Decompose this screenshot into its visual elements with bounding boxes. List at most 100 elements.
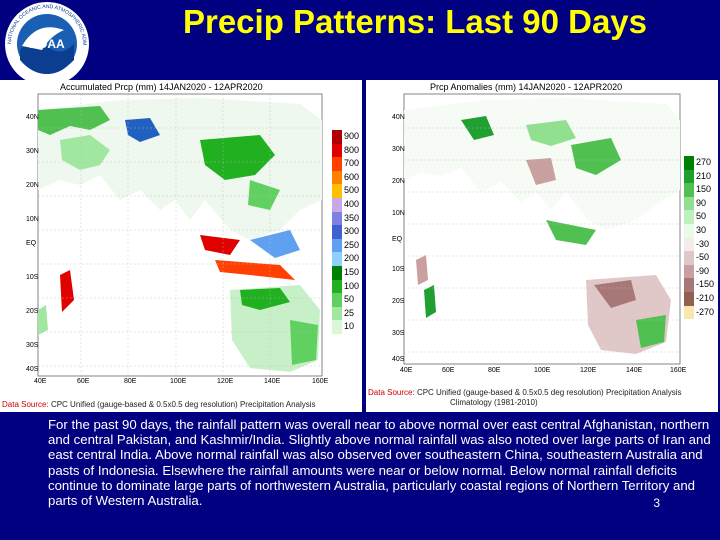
- legend-entry: -150: [684, 278, 714, 292]
- lon-label: 80E: [124, 378, 137, 385]
- legend-swatch: [332, 184, 342, 198]
- legend-entry: 150: [684, 183, 714, 197]
- legend-swatch: [684, 278, 694, 292]
- legend-label: 270: [696, 157, 712, 167]
- legend-swatch: [332, 143, 342, 158]
- legend-label: 25: [344, 307, 355, 318]
- anomalies-map-title: Prcp Anomalies (mm) 14JAN2020 - 12APR202…: [430, 82, 623, 92]
- legend-entry: 900: [332, 130, 359, 144]
- legend-swatch: [684, 251, 694, 265]
- legend-entry: -50: [684, 251, 714, 265]
- slide-title: Precip Patterns: Last 90 Days: [182, 3, 648, 40]
- accumulated-map-graphic: [37, 93, 323, 377]
- lat-label: 30S: [26, 342, 39, 349]
- legend-entry: 50: [684, 210, 714, 224]
- legend-label: 150: [696, 184, 712, 195]
- legend-label: 30: [696, 224, 707, 235]
- lat-label: 20N: [392, 178, 405, 185]
- legend-entry: 200: [332, 252, 359, 266]
- legend-entry: 50: [332, 293, 359, 307]
- accumulated-legend: 900 800 700 600 500 400 350 300 250 200 150 100 50 25…: [332, 130, 359, 334]
- legend-swatch: [332, 157, 342, 171]
- legend-label: -30: [696, 238, 710, 249]
- logo-center-text: NOAA: [29, 37, 65, 51]
- legend-entry: 150: [332, 265, 360, 280]
- lat-label: 10S: [26, 274, 39, 281]
- legend-entry: 250: [332, 238, 359, 253]
- legend-swatch: [332, 306, 342, 321]
- legend-swatch: [684, 291, 694, 306]
- source-text: CPC Unified (gauge-based & 0.5x0.5 deg r…: [50, 400, 316, 409]
- lon-label: 100E: [170, 378, 187, 385]
- legend-entry: 400: [332, 197, 359, 212]
- accumulated-map-title: Accumulated Prcp (mm) 14JAN2020 - 12APR2…: [60, 82, 263, 92]
- legend-swatch: [684, 237, 694, 252]
- lat-label: 40N: [26, 114, 39, 121]
- legend-entry: 210: [684, 169, 714, 184]
- lat-label: 40N: [392, 114, 405, 121]
- legend-label: 300: [344, 226, 360, 237]
- legend-swatch: [332, 170, 342, 185]
- legend-swatch: [684, 305, 694, 320]
- legend-swatch: [332, 252, 342, 266]
- legend-label: 50: [344, 294, 355, 305]
- lat-label: 20S: [392, 298, 405, 305]
- anomalies-legend: 270 210 150 90 50 30 -30 -50 -90 -150 -210 -270: [684, 156, 715, 320]
- legend-swatch: [684, 264, 694, 279]
- anomalies-map-graphic: [403, 93, 681, 365]
- lat-label: EQ: [26, 240, 37, 247]
- legend-label: 150: [344, 266, 360, 277]
- legend-swatch: [332, 225, 342, 239]
- legend-label: 900: [344, 131, 360, 141]
- legend-swatch: [684, 156, 694, 170]
- lat-label: 10S: [392, 266, 405, 273]
- legend-label: -50: [696, 252, 710, 263]
- noaa-logo: NOAA NATIONAL OCEANIC AND ATMOSPHERIC AD…: [2, 0, 89, 86]
- legend-label: 700: [344, 158, 360, 169]
- lon-label: 140E: [264, 378, 281, 385]
- lat-label: 30S: [392, 330, 405, 337]
- legend-swatch: [332, 320, 342, 334]
- anomalies-climatology: Climatology (1981-2010): [450, 398, 538, 407]
- lon-label: 40E: [34, 378, 47, 385]
- lon-label: 40E: [400, 367, 413, 374]
- legend-label: -90: [696, 265, 710, 276]
- source-text: CPC Unified (gauge-based & 0.5x0.5 deg r…: [416, 388, 682, 397]
- lat-label: 30N: [392, 146, 405, 153]
- legend-entry: 25: [332, 306, 359, 321]
- source-label: Data Source:: [368, 388, 415, 397]
- lon-label: 120E: [580, 367, 597, 374]
- source-label: Data Source:: [2, 400, 49, 409]
- legend-swatch: [684, 223, 694, 238]
- legend-label: 800: [344, 144, 360, 155]
- legend-entry: 90: [684, 196, 714, 211]
- lon-label: 120E: [217, 378, 234, 385]
- legend-swatch: [332, 279, 342, 294]
- legend-entry: -90: [684, 264, 714, 279]
- legend-swatch: [684, 183, 694, 197]
- accumulated-source: Data Source: CPC Unified (gauge-based & …: [2, 400, 316, 409]
- legend-entry: -30: [684, 237, 714, 252]
- legend-label: -270: [696, 306, 715, 317]
- lat-label: 10N: [26, 216, 39, 223]
- lon-label: 160E: [670, 367, 687, 374]
- legend-label: 600: [344, 171, 360, 182]
- legend-swatch: [332, 130, 342, 144]
- legend-swatch: [684, 196, 694, 211]
- legend-label: 500: [344, 185, 360, 196]
- legend-swatch: [332, 293, 342, 307]
- lat-label: 40S: [26, 366, 39, 373]
- legend-entry: 300: [332, 225, 359, 239]
- legend-entry: 30: [684, 223, 714, 238]
- lat-label: 30N: [26, 148, 39, 155]
- page-number: 3: [653, 496, 660, 510]
- legend-swatch: [332, 265, 342, 280]
- legend-entry: 100: [332, 279, 359, 294]
- legend-label: 350: [344, 212, 360, 223]
- legend-label: 10: [344, 321, 355, 332]
- legend-label: 90: [696, 197, 707, 208]
- lon-label: 60E: [442, 367, 455, 374]
- lon-label: 60E: [77, 378, 90, 385]
- lon-label: 160E: [312, 378, 329, 385]
- legend-entry: 500: [332, 184, 359, 198]
